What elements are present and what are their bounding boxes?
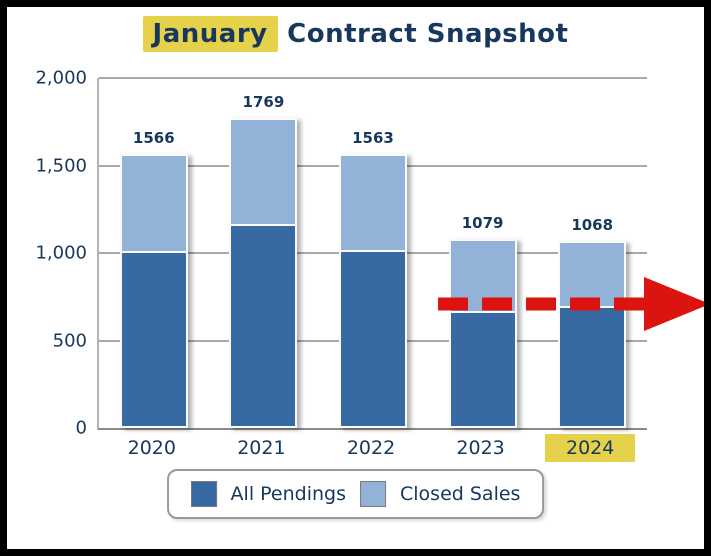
x-tick-label-2024-highlighted: 2024 [545,434,636,462]
bar-total-label-2023: 1079 [461,214,504,233]
y-axis: 2,000 1,500 1,000 500 0 [7,68,89,439]
bar-total-label-2021: 1769 [242,93,285,112]
bar-total-label-2020: 1566 [132,128,175,147]
legend: All Pendings Closed Sales [166,469,545,519]
bar-segment-closed-sales-2022 [339,154,407,253]
bar-segment-closed-sales-2024 [558,241,627,309]
chart-title: January Contract Snapshot [7,16,704,52]
bar-total-label-2022: 1563 [352,129,394,148]
y-tick-label: 0 [75,417,87,439]
bar-2022 [339,154,407,428]
bar-2024 [558,241,627,428]
y-tick-label: 2,000 [35,67,87,89]
bar-segment-all-pendings-2022 [339,252,407,428]
y-tick-label: 1,000 [35,242,87,264]
legend-swatch-all-pendings [190,481,217,507]
bar-2020 [119,153,188,428]
bar-segment-all-pendings-2024 [558,308,627,428]
y-tick-label: 1,500 [35,155,87,176]
x-tick-label-2022: 2022 [346,437,396,459]
legend-swatch-closed-sales [360,481,387,507]
bar-segment-all-pendings-2021 [229,225,298,428]
x-tick-label-2023: 2023 [456,437,505,459]
bar-2021 [229,118,298,428]
red-dashed-arrow [438,276,704,331]
x-tick-label-2020: 2020 [127,437,176,459]
title-rest: Contract Snapshot [277,19,569,49]
plot-area: 1566 1769 1563 1079 1068 [97,77,647,430]
x-axis: 2020 2021 2022 2023 2024 [97,434,645,470]
y-tick-label: 500 [52,330,87,351]
bar-segment-closed-sales-2020 [119,153,188,253]
legend-label-closed-sales: Closed Sales [400,483,521,505]
bar-segment-closed-sales-2021 [229,118,298,226]
x-tick-label-2021: 2021 [237,437,286,459]
legend-label-all-pendings: All Pendings [230,483,347,505]
bar-2023 [448,239,517,428]
bar-total-label-2024: 1068 [571,216,614,235]
gridline [99,77,647,79]
bar-segment-all-pendings-2023 [448,313,517,428]
bar-segment-all-pendings-2020 [119,253,188,428]
title-highlighted-word: January [142,16,278,52]
